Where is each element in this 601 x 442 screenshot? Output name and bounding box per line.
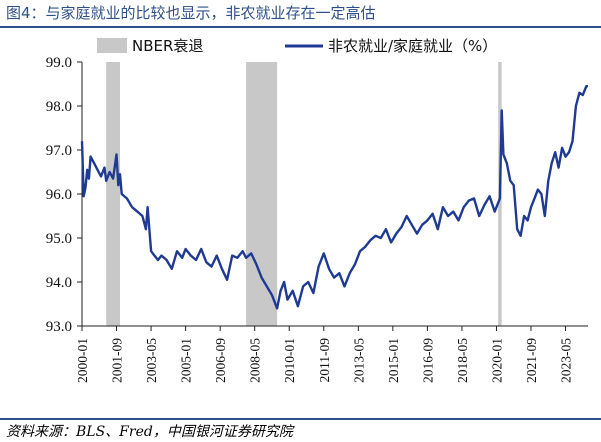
x-tick-label: 2013-05 [351,338,366,383]
x-ticks: 2000-01 2001-09 2003-05 2005-01 2006-09 2008-… [75,326,574,383]
y-ticks: 93.0 94.0 95.0 96.0 97.0 98.0 99.0 [46,55,82,335]
recession-band-1 [106,62,120,326]
recession-band-2 [246,62,278,326]
legend-label-series: 非农就业/家庭就业（%） [328,37,497,55]
axes [81,62,588,327]
legend-label-recession: NBER衰退 [132,37,203,55]
y-tick-label: 97.0 [46,143,72,159]
y-tick-label: 96.0 [46,187,72,203]
x-tick-label: 2006-09 [213,338,228,383]
y-tick-label: 98.0 [46,99,72,115]
source-divider [0,418,601,420]
y-tick-label: 99.0 [46,55,72,71]
y-tick-label: 95.0 [46,231,72,247]
x-tick-label: 2018-05 [455,338,470,383]
x-tick-label: 2020-01 [489,338,504,383]
x-tick-label: 2000-01 [75,338,90,383]
x-tick-label: 2015-01 [386,338,401,383]
y-tick-label: 94.0 [46,275,72,291]
x-tick-label: 2011-09 [317,338,332,383]
x-tick-label: 2021-09 [524,338,539,383]
legend: NBER衰退 非农就业/家庭就业（%） [97,37,497,55]
y-tick-label: 93.0 [46,319,72,335]
source-note: 资料来源：BLS、Fred，中国银河证券研究院 [6,424,293,440]
x-tick-label: 2001-09 [110,338,125,383]
x-tick-label: 2023-05 [559,338,574,383]
legend-swatch-recession [97,38,127,53]
x-tick-label: 2010-01 [282,338,297,383]
title-divider [0,26,601,28]
recession-bands [106,62,502,326]
x-tick-label: 2016-09 [420,338,435,383]
x-tick-label: 2003-05 [144,338,159,383]
x-tick-label: 2005-01 [179,338,194,383]
chart-title: 图4：与家庭就业的比较也显示，非农就业存在一定高估 [6,4,376,22]
x-tick-label: 2008-05 [248,338,263,383]
series-line [80,85,588,310]
